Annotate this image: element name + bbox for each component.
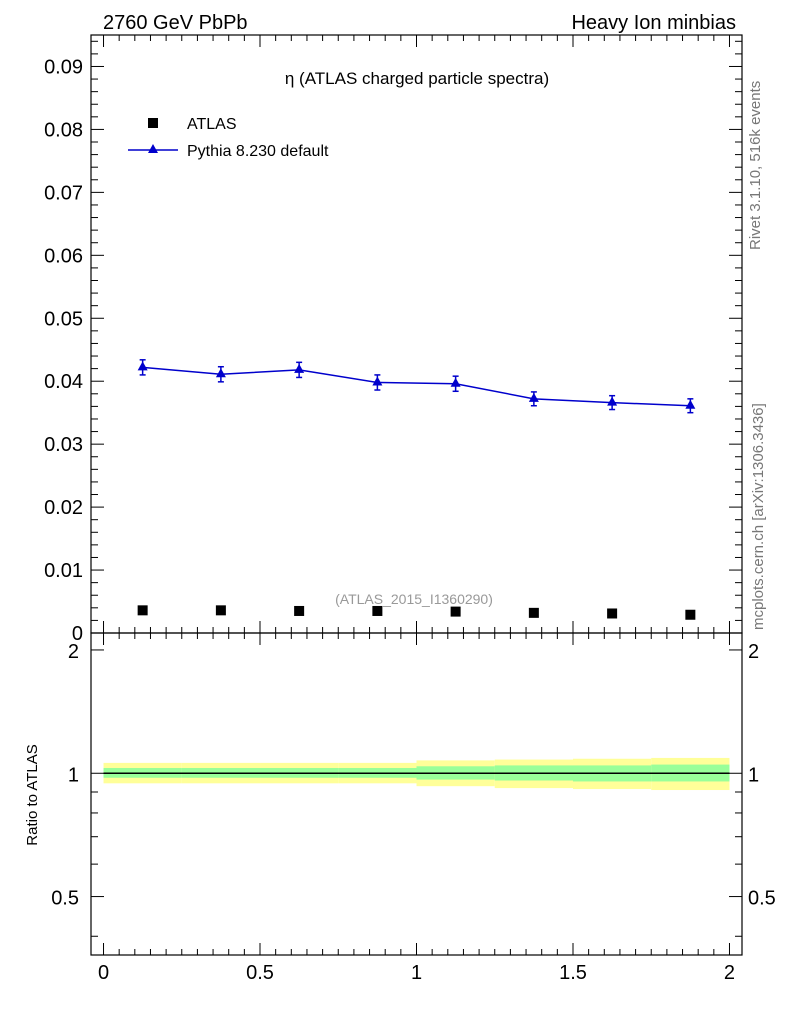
atlas-data-point [607, 608, 618, 619]
mcplots-label: mcplots.cern.ch [arXiv:1306.3436] [750, 403, 767, 630]
main-y-tick-label: 0.05 [44, 308, 83, 330]
ratio-frame [90, 632, 743, 956]
ratio-y-tick-label-left: 0.5 [51, 888, 79, 910]
ratio-panel [103, 757, 730, 791]
legend: ATLAS Pythia 8.230 default [128, 116, 329, 160]
pythia-data-point [607, 396, 618, 406]
main-y-tick-label-zero: 0 [72, 623, 83, 645]
pythia-line [142, 366, 691, 407]
main-y-tick-label: 0.08 [44, 119, 83, 141]
atlas-data-point [450, 606, 461, 617]
main-axis-ticks [91, 35, 742, 634]
atlas-data-point [685, 609, 696, 620]
main-y-tick-label: 0.01 [44, 560, 83, 582]
legend-atlas-marker [148, 118, 158, 128]
x-tick-labels: 0 0.5 1 1.5 2 [98, 962, 735, 984]
main-y-tick-label: 0.02 [44, 497, 83, 519]
rivet-label: Rivet 3.1.10, 516k events [747, 81, 764, 250]
atlas-data-point [215, 605, 226, 616]
pythia-data-point [372, 376, 383, 386]
ratio-y-tick-label-left: 2 [68, 641, 79, 663]
main-y-tick-label: 0.04 [44, 371, 83, 393]
main-y-tick-label: 0.09 [44, 56, 83, 78]
plot-title: η (ATLAS charged particle spectra) [285, 69, 549, 88]
atlas-data-point [372, 605, 383, 616]
atlas-data-point [137, 605, 148, 616]
header-right: Heavy Ion minbias [571, 12, 736, 34]
x-tick-label: 1.5 [559, 962, 587, 984]
ratio-y-axis-label: Ratio to ATLAS [24, 744, 41, 845]
legend-pythia-label: Pythia 8.230 default [187, 143, 329, 160]
legend-atlas-label: ATLAS [187, 116, 237, 133]
x-tick-label: 1 [411, 962, 422, 984]
pythia-data-point [450, 377, 461, 387]
x-tick-label: 0.5 [246, 962, 274, 984]
analysis-watermark: (ATLAS_2015_I1360290) [335, 591, 493, 607]
main-y-tick-labels: 0.01 0.02 0.03 0.04 0.05 0.06 0.07 0.08 0.09 0 [44, 56, 83, 645]
ratio-y-tick-label-left: 1 [68, 764, 79, 786]
legend-pythia-marker [148, 144, 158, 153]
pythia-data-point [137, 361, 148, 371]
ratio-y-tick-label-right: 1 [748, 764, 759, 786]
pythia-data-point [685, 399, 696, 409]
ratio-y-tick-label-right: 2 [748, 641, 759, 663]
pythia-data-point [528, 392, 539, 402]
pythia-data-point [215, 368, 226, 378]
main-y-tick-label: 0.03 [44, 434, 83, 456]
ratio-y-tick-labels: 0.5 0.5 1 1 2 2 [51, 641, 776, 910]
main-y-tick-label: 0.06 [44, 245, 83, 267]
atlas-data-point [294, 605, 305, 616]
x-tick-label: 2 [724, 962, 735, 984]
main-series [137, 359, 696, 620]
ratio-y-tick-label-right: 0.5 [748, 888, 776, 910]
header-left: 2760 GeV PbPb [103, 12, 248, 34]
main-y-tick-label: 0.07 [44, 182, 83, 204]
pythia-data-point [294, 363, 305, 373]
ratio-axis-ticks [91, 633, 742, 955]
x-tick-label: 0 [98, 962, 109, 984]
atlas-data-point [528, 607, 539, 618]
